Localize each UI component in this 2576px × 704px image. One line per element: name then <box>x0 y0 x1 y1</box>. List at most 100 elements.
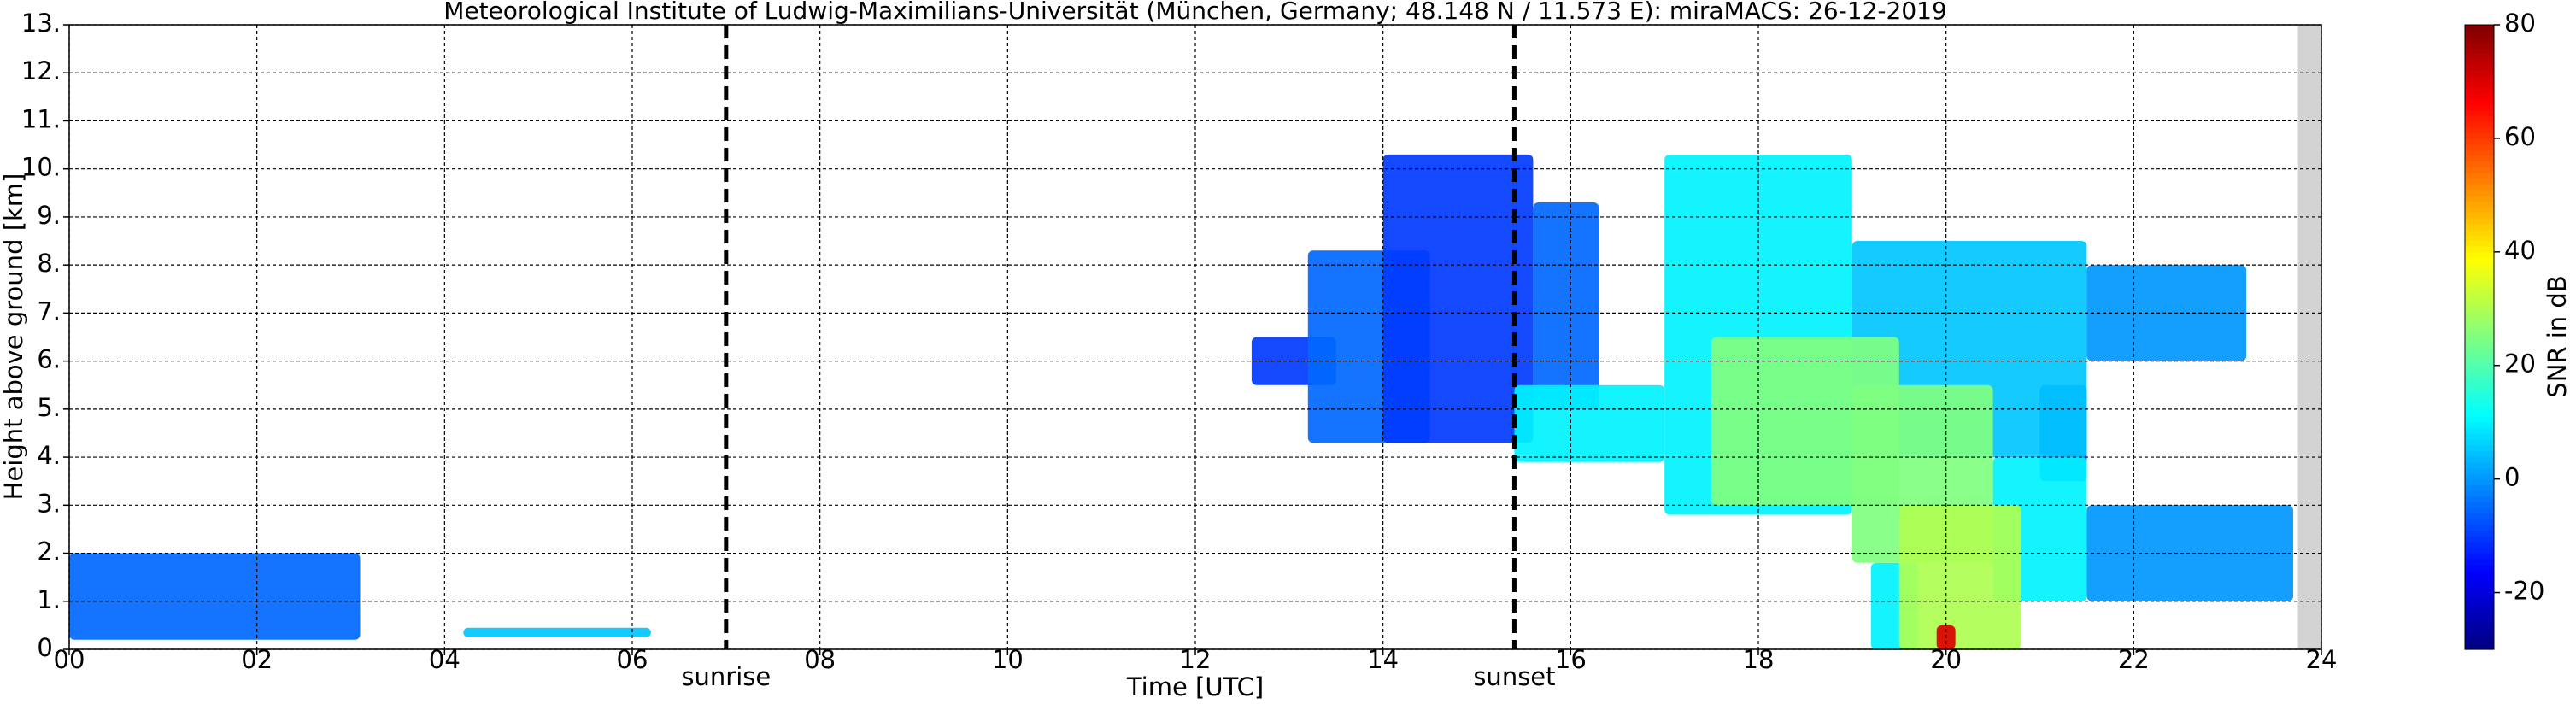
colorbar-segment <box>2465 240 2494 247</box>
colorbar-segment <box>2465 291 2494 298</box>
echo-cell <box>1533 202 1599 409</box>
colorbar-segment <box>2465 268 2494 275</box>
x-axis-label: Time [UTC] <box>1126 672 1264 701</box>
y-tick-label: 5. <box>37 393 61 422</box>
colorbar-segment <box>2465 377 2494 384</box>
y-tick-label: 1. <box>37 585 61 614</box>
colorbar-segment <box>2465 519 2494 525</box>
colorbar-segment <box>2465 410 2494 418</box>
y-tick-label: 6. <box>37 345 61 374</box>
colorbar-segment <box>2465 365 2494 372</box>
colorbar-segment <box>2465 456 2494 463</box>
colorbar-segment <box>2465 569 2494 577</box>
colorbar-segment <box>2465 172 2494 179</box>
colorbar-segment <box>2465 393 2494 401</box>
y-tick-label: 2. <box>37 537 61 566</box>
colorbar-segment <box>2465 433 2494 440</box>
colorbar-segment <box>2465 206 2494 213</box>
colorbar-segment <box>2465 58 2494 66</box>
colorbar-segment <box>2465 502 2494 508</box>
colorbar-segment <box>2465 120 2494 128</box>
colorbar-frame <box>2464 24 2495 650</box>
colorbar-segment <box>2465 564 2494 571</box>
colorbar-segment <box>2465 507 2494 514</box>
colorbar-segment <box>2465 70 2494 77</box>
colorbar-segment <box>2465 444 2494 452</box>
y-axis-label: Height above ground [km] <box>0 173 28 501</box>
colorbar-segment <box>2465 637 2494 644</box>
y-tick-label: 8. <box>37 249 61 278</box>
colorbar-segment <box>2465 536 2494 543</box>
colorbar-tick-label: 20 <box>2504 349 2536 378</box>
colorbar-segment <box>2465 126 2494 133</box>
colorbar-segment <box>2465 354 2494 361</box>
colorbar-segment <box>2465 427 2494 435</box>
colorbar-segment <box>2465 348 2494 355</box>
colorbar-segment <box>2465 530 2494 537</box>
colorbar-segment <box>2465 296 2494 304</box>
y-tick-label: 13. <box>21 9 61 38</box>
colorbar-segment <box>2465 115 2494 122</box>
colorbar-segment <box>2465 47 2494 54</box>
colorbar-segment <box>2465 388 2494 395</box>
colorbar-segment <box>2465 229 2494 236</box>
colorbar-segment <box>2465 178 2494 185</box>
colorbar-segment <box>2465 36 2494 43</box>
colorbar-tick-label: 0 <box>2504 463 2520 492</box>
colorbar-segment <box>2465 450 2494 457</box>
colorbar-segment <box>2465 138 2494 145</box>
no-data-band <box>2297 25 2321 649</box>
colorbar-segment <box>2465 285 2494 292</box>
colorbar-tick-label: 80 <box>2504 9 2536 38</box>
colorbar-segment <box>2465 620 2494 628</box>
colorbar-segment <box>2465 98 2494 105</box>
colorbar-segment <box>2465 75 2494 83</box>
colorbar-segment <box>2465 405 2494 412</box>
colorbar-segment <box>2465 161 2494 167</box>
colorbar-segment <box>2465 320 2494 326</box>
y-tick-label: 10. <box>21 153 61 182</box>
colorbar-segment <box>2465 484 2494 491</box>
colorbar-segment <box>2465 416 2494 423</box>
colorbar-segment <box>2465 490 2494 497</box>
colorbar-segment <box>2465 195 2494 202</box>
event-label: sunset <box>1473 662 1555 691</box>
colorbar-segment <box>2465 155 2494 162</box>
colorbar-segment <box>2465 558 2494 565</box>
y-tick-label: 7. <box>37 296 61 326</box>
colorbar-segment <box>2465 246 2494 253</box>
colorbar-segment <box>2465 64 2494 71</box>
echo-cell <box>2086 505 2294 601</box>
echo-cell <box>69 553 361 640</box>
colorbar-segment <box>2465 109 2494 116</box>
colorbar-segment <box>2465 547 2494 554</box>
colorbar-segment <box>2465 41 2494 49</box>
y-tick-label: 9. <box>37 201 61 230</box>
colorbar-label: SNR in dB <box>2543 275 2572 397</box>
colorbar-segment <box>2465 360 2494 367</box>
colorbar-segment <box>2465 626 2494 633</box>
colorbar-segment <box>2465 382 2494 389</box>
y-tick-label: 0. <box>37 633 61 662</box>
colorbar-tick-label: 40 <box>2504 236 2536 265</box>
colorbar-segment <box>2465 53 2494 60</box>
colorbar-segment <box>2465 331 2494 338</box>
y-tick-label: 4. <box>37 441 61 470</box>
colorbar-segment <box>2465 257 2494 264</box>
colorbar-segment <box>2465 439 2494 446</box>
colorbar-segment <box>2465 212 2494 219</box>
colorbar-segment <box>2465 541 2494 548</box>
colorbar-segment <box>2465 478 2494 485</box>
colorbar-segment <box>2465 592 2494 599</box>
colorbar-segment <box>2465 643 2494 650</box>
y-tick-label: 11. <box>21 104 61 133</box>
colorbar-segment <box>2465 184 2494 191</box>
colorbar-segment <box>2465 263 2494 270</box>
colorbar-segment <box>2465 399 2494 406</box>
colorbar-segment <box>2465 371 2494 378</box>
colorbar-segment <box>2465 553 2494 560</box>
colorbar-segment <box>2465 615 2494 622</box>
colorbar-segment <box>2465 223 2494 230</box>
colorbar-segment <box>2465 217 2494 225</box>
